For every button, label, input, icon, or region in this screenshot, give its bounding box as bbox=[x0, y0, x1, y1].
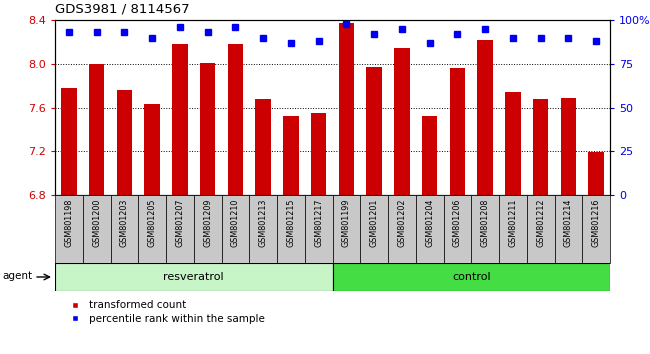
Bar bbox=[222, 195, 249, 263]
Bar bbox=[333, 263, 610, 291]
Bar bbox=[443, 195, 471, 263]
Text: GSM801208: GSM801208 bbox=[480, 198, 489, 247]
Bar bbox=[561, 98, 576, 195]
Bar bbox=[89, 64, 104, 195]
Text: GDS3981 / 8114567: GDS3981 / 8114567 bbox=[55, 3, 190, 16]
Text: GSM801206: GSM801206 bbox=[453, 198, 462, 247]
Text: GSM801204: GSM801204 bbox=[425, 198, 434, 247]
Text: GSM801210: GSM801210 bbox=[231, 198, 240, 247]
Bar bbox=[249, 195, 277, 263]
Bar bbox=[194, 195, 222, 263]
Bar bbox=[138, 195, 166, 263]
Bar bbox=[111, 195, 138, 263]
Text: GSM801215: GSM801215 bbox=[287, 198, 295, 247]
Bar bbox=[61, 88, 77, 195]
Bar bbox=[395, 48, 410, 195]
Text: GSM801199: GSM801199 bbox=[342, 198, 351, 247]
Text: GSM801216: GSM801216 bbox=[592, 198, 601, 247]
Bar bbox=[499, 195, 526, 263]
Bar bbox=[505, 92, 521, 195]
Text: GSM801203: GSM801203 bbox=[120, 198, 129, 247]
Bar bbox=[311, 113, 326, 195]
Bar bbox=[533, 99, 548, 195]
Bar bbox=[333, 195, 360, 263]
Text: GSM801200: GSM801200 bbox=[92, 198, 101, 247]
Bar bbox=[117, 90, 132, 195]
Bar bbox=[277, 195, 305, 263]
Bar bbox=[255, 99, 271, 195]
Bar bbox=[200, 63, 215, 195]
Text: GSM801202: GSM801202 bbox=[397, 198, 406, 247]
Bar bbox=[554, 195, 582, 263]
Bar bbox=[582, 195, 610, 263]
Bar bbox=[305, 195, 333, 263]
Text: resveratrol: resveratrol bbox=[163, 272, 224, 282]
Bar bbox=[144, 104, 160, 195]
Legend: transformed count, percentile rank within the sample: transformed count, percentile rank withi… bbox=[60, 296, 269, 328]
Text: GSM801209: GSM801209 bbox=[203, 198, 212, 247]
Bar bbox=[83, 195, 110, 263]
Bar bbox=[478, 40, 493, 195]
Bar bbox=[55, 263, 333, 291]
Bar bbox=[422, 116, 437, 195]
Bar bbox=[55, 195, 83, 263]
Bar bbox=[588, 152, 604, 195]
Text: control: control bbox=[452, 272, 491, 282]
Bar bbox=[339, 23, 354, 195]
Text: GSM801201: GSM801201 bbox=[370, 198, 378, 247]
Bar bbox=[172, 44, 187, 195]
Bar bbox=[367, 67, 382, 195]
Bar bbox=[526, 195, 554, 263]
Bar bbox=[450, 68, 465, 195]
Text: GSM801211: GSM801211 bbox=[508, 198, 517, 247]
Text: GSM801213: GSM801213 bbox=[259, 198, 268, 247]
Text: GSM801214: GSM801214 bbox=[564, 198, 573, 247]
Bar bbox=[166, 195, 194, 263]
Text: GSM801212: GSM801212 bbox=[536, 198, 545, 247]
Text: agent: agent bbox=[3, 272, 33, 281]
Bar bbox=[416, 195, 443, 263]
Text: GSM801205: GSM801205 bbox=[148, 198, 157, 247]
Bar bbox=[283, 116, 298, 195]
Text: GSM801198: GSM801198 bbox=[64, 198, 73, 247]
Text: GSM801217: GSM801217 bbox=[314, 198, 323, 247]
Bar bbox=[388, 195, 416, 263]
Bar bbox=[471, 195, 499, 263]
Bar bbox=[227, 44, 243, 195]
Text: GSM801207: GSM801207 bbox=[176, 198, 185, 247]
Bar bbox=[360, 195, 388, 263]
